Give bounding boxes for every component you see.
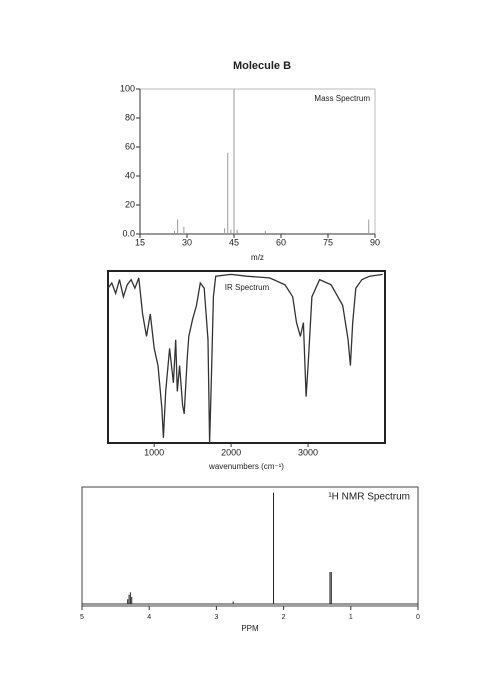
y-tick-label: 60 (125, 141, 135, 151)
x-axis-label: PPM (241, 624, 259, 633)
page-title: Molecule B (233, 60, 291, 72)
x-axis-label: m/z (251, 253, 264, 262)
x-tick-label: 90 (370, 237, 380, 247)
x-tick-label: 60 (276, 237, 286, 247)
x-tick-label: 2000 (221, 447, 241, 457)
x-tick-label: 45 (229, 237, 239, 247)
x-tick-label: 0 (416, 614, 420, 621)
x-axis-label: wavenumbers (cm⁻¹) (208, 462, 284, 471)
annotation: IR Spectrum (225, 283, 270, 292)
x-tick-label: 3000 (298, 447, 318, 457)
x-tick-label: 30 (182, 237, 192, 247)
spectrum-line (107, 273, 383, 444)
y-tick-label: 100 (120, 83, 135, 93)
plot-frame (81, 486, 419, 607)
x-tick-label: 4 (147, 614, 151, 621)
y-tick-label: 20 (125, 199, 135, 209)
plot-frame (139, 88, 376, 235)
annotation: Mass Spectrum (314, 94, 370, 103)
plot-frame (107, 270, 386, 444)
y-tick-label: 80 (125, 112, 135, 122)
x-tick-label: 3 (214, 614, 218, 621)
x-tick-label: 1000 (144, 447, 164, 457)
y-tick-label: 0.0 (122, 228, 135, 238)
x-tick-label: 5 (80, 614, 84, 621)
x-tick-label: 1 (349, 614, 353, 621)
x-tick-label: 2 (282, 614, 286, 621)
x-tick-label: 75 (323, 237, 333, 247)
x-tick-label: 15 (135, 237, 145, 247)
y-tick-label: 40 (125, 170, 135, 180)
annotation: ¹H NMR Spectrum (328, 492, 410, 503)
